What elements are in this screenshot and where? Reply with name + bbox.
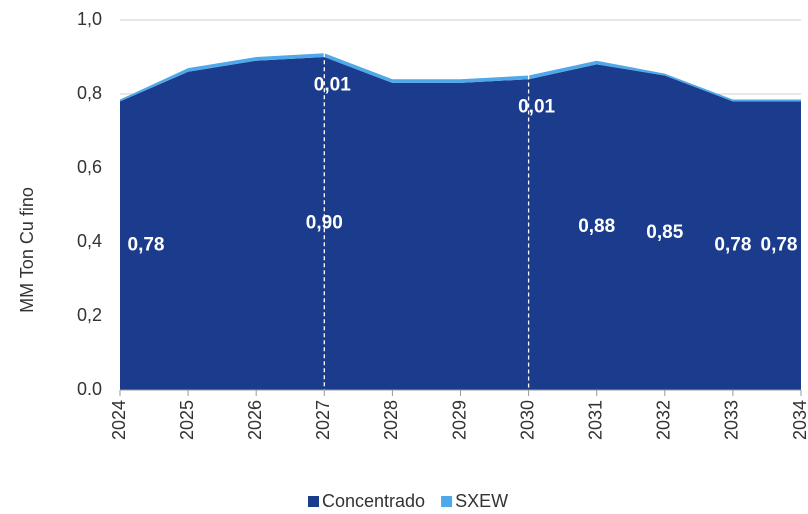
value-label: 0,78	[128, 235, 165, 256]
x-tick-label: 2031	[585, 400, 605, 440]
value-label: 0,78	[761, 235, 798, 256]
x-tick-label: 2034	[790, 400, 808, 440]
y-tick-label: 0,2	[77, 305, 102, 325]
legend-label: Concentrado	[322, 491, 425, 511]
x-tick-label: 2033	[722, 400, 742, 440]
y-tick-label: 0,8	[77, 83, 102, 103]
legend-label: SXEW	[455, 491, 508, 511]
x-tick-label: 2025	[177, 400, 197, 440]
y-axis-label: MM Ton Cu fino	[17, 187, 37, 313]
x-tick-label: 2028	[381, 400, 401, 440]
y-tick-label: 0.0	[77, 379, 102, 399]
area	[120, 57, 801, 390]
value-label: 0,85	[646, 222, 683, 243]
value-label: 0,78	[714, 235, 751, 256]
x-tick-label: 2030	[517, 400, 537, 440]
legend-swatch	[441, 496, 453, 507]
y-tick-label: 0,4	[77, 231, 102, 251]
x-tick-label: 2024	[109, 400, 129, 440]
y-tick-label: 0,6	[77, 157, 102, 177]
legend-swatch	[308, 496, 319, 507]
x-tick-label: 2032	[654, 400, 674, 440]
value-label: 0,88	[578, 216, 615, 237]
x-tick-label: 2029	[449, 400, 469, 440]
x-tick-label: 2026	[245, 400, 265, 440]
y-tick-label: 1,0	[77, 9, 102, 29]
x-tick-label: 2027	[313, 400, 333, 440]
value-label: 0,90	[306, 213, 343, 234]
value-label: 0,01	[518, 97, 555, 118]
value-label: 0,01	[314, 74, 351, 95]
